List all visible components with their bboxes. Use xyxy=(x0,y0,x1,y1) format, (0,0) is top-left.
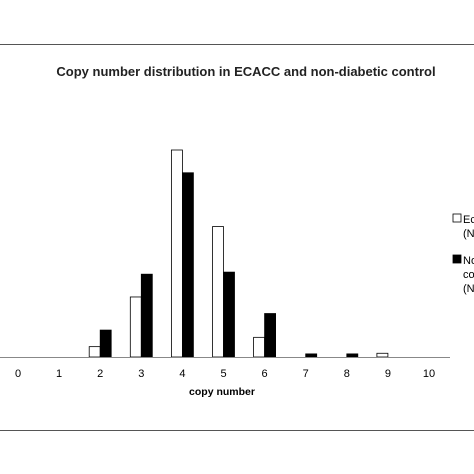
x-tick-label: 5 xyxy=(220,368,226,380)
bar xyxy=(212,226,224,358)
legend-swatch xyxy=(452,254,462,264)
bar xyxy=(305,353,318,358)
legend: Ec (N No co (N xyxy=(452,213,474,295)
x-tick-label: 10 xyxy=(423,368,435,380)
legend-swatch xyxy=(452,213,462,223)
x-tick-label: 9 xyxy=(385,368,391,380)
x-tick-label: 0 xyxy=(15,368,21,380)
x-tick-label: 6 xyxy=(262,368,268,380)
x-axis-label: copy number xyxy=(189,386,255,398)
legend-label: Ec xyxy=(463,214,474,226)
x-tick-label: 3 xyxy=(138,368,144,380)
bar xyxy=(346,353,359,358)
bars xyxy=(88,149,389,358)
legend-label: (N xyxy=(463,228,474,240)
x-tick-labels: 0 1 2 3 4 5 6 7 8 9 10 xyxy=(15,368,435,380)
x-tick-label: 8 xyxy=(344,368,350,380)
legend-label: co xyxy=(463,269,474,281)
chart-title: Copy number distribution in ECACC and no… xyxy=(56,64,435,79)
bar xyxy=(181,172,194,358)
x-tick-label: 1 xyxy=(56,368,62,380)
bar xyxy=(129,296,142,358)
bar xyxy=(376,352,389,358)
legend-label: (N xyxy=(463,283,474,295)
bar xyxy=(264,313,277,358)
x-tick-label: 7 xyxy=(303,368,309,380)
x-tick-label: 2 xyxy=(97,368,103,380)
bar xyxy=(88,346,101,358)
legend-label: No xyxy=(463,255,474,267)
bar xyxy=(223,271,235,358)
bar xyxy=(140,273,153,358)
x-tick-label: 4 xyxy=(179,368,185,380)
bar xyxy=(170,149,183,358)
bar xyxy=(99,329,112,358)
bar xyxy=(253,336,266,358)
